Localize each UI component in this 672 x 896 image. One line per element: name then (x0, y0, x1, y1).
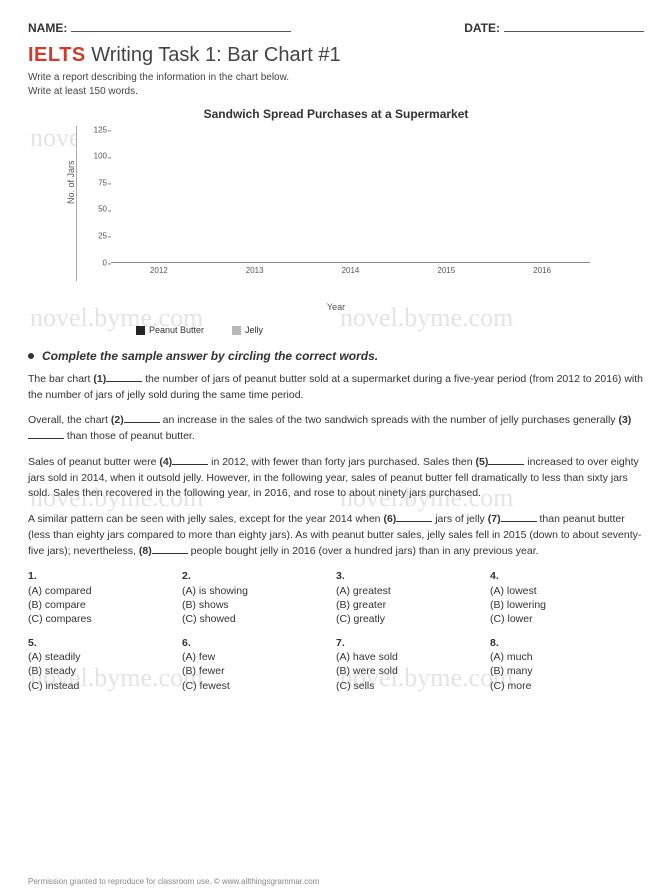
answer-option: (A) much (490, 650, 644, 664)
legend-item-pb: Peanut Butter (136, 324, 204, 336)
answer-number: 4. (490, 570, 499, 582)
bar-chart: Sandwich Spread Purchases at a Supermark… (76, 106, 596, 335)
answer-option: (C) compares (28, 612, 182, 626)
answer-option: (B) compare (28, 598, 182, 612)
y-tick: 75 (77, 178, 107, 189)
answer-option: (B) lowering (490, 598, 644, 612)
answer-column: 3. (A) greatest(B) greater(C) greatly (336, 569, 490, 626)
answer-option: (C) lower (490, 612, 644, 626)
answer-option: (B) shows (182, 598, 336, 612)
x-tick-label: 2016 (512, 266, 572, 277)
y-tick: 125 (77, 125, 107, 136)
worksheet-title: IELTS Writing Task 1: Bar Chart #1 (28, 42, 644, 69)
answer-number: 1. (28, 570, 37, 582)
paragraph-2: Overall, the chart (2) an increase in th… (28, 413, 644, 445)
answer-number: 6. (182, 637, 191, 649)
ielts-brand: IELTS (28, 44, 86, 66)
paragraph-3: Sales of peanut butter were (4) in 2012,… (28, 455, 644, 502)
section-heading: Complete the sample answer by circling t… (28, 348, 644, 364)
name-label: NAME: (28, 20, 291, 36)
x-axis-label: Year (76, 301, 596, 313)
answer-option: (A) compared (28, 584, 182, 598)
x-tick-label: 2014 (320, 266, 380, 277)
answer-option: (B) many (490, 664, 644, 678)
answer-option: (C) fewest (182, 679, 336, 693)
answer-option: (A) steadily (28, 650, 182, 664)
x-tick-label: 2012 (129, 266, 189, 277)
paragraph-4: A similar pattern can be seen with jelly… (28, 512, 644, 559)
answer-number: 3. (336, 570, 345, 582)
answer-option: (C) sells (336, 679, 490, 693)
chart-title: Sandwich Spread Purchases at a Supermark… (76, 106, 596, 122)
y-tick: 0 (77, 258, 107, 269)
answer-option: (A) is showing (182, 584, 336, 598)
answer-option: (A) few (182, 650, 336, 664)
answer-column: 6.(A) few(B) fewer(C) fewest (182, 636, 336, 693)
answer-choices: 1. (A) compared(B) compare(C) compares 2. (… (28, 569, 644, 702)
y-tick: 50 (77, 205, 107, 216)
instruction-line: Write a report describing the informatio… (28, 71, 644, 85)
answer-column: 2. (A) is showing(B) shows(C) showed (182, 569, 336, 626)
answer-option: (C) greatly (336, 612, 490, 626)
answer-option: (B) were sold (336, 664, 490, 678)
answer-column: 4. (A) lowest(B) lowering(C) lower (490, 569, 644, 626)
answer-number: 2. (182, 570, 191, 582)
instruction-line: Write at least 150 words. (28, 85, 644, 99)
chart-legend: Peanut Butter Jelly (136, 324, 596, 336)
answer-column: 8.(A) much(B) many(C) more (490, 636, 644, 693)
answer-option: (B) greater (336, 598, 490, 612)
answer-option: (C) showed (182, 612, 336, 626)
answer-column: 7.(A) have sold(B) were sold(C) sells (336, 636, 490, 693)
answer-option: (C) instead (28, 679, 182, 693)
answer-column: 5.(A) steadily(B) steady(C) instead (28, 636, 182, 693)
y-tick: 25 (77, 231, 107, 242)
answer-option: (C) more (490, 679, 644, 693)
date-label: DATE: (464, 20, 644, 36)
answer-option: (B) steady (28, 664, 182, 678)
x-tick-label: 2013 (225, 266, 285, 277)
instructions: Write a report describing the informatio… (28, 71, 644, 98)
legend-item-jelly: Jelly (232, 324, 263, 336)
title-text: Writing Task 1: Bar Chart #1 (86, 44, 341, 66)
answer-number: 8. (490, 637, 499, 649)
x-tick-label: 2015 (416, 266, 476, 277)
answer-option: (A) lowest (490, 584, 644, 598)
footer-text: Permission granted to reproduce for clas… (28, 877, 319, 888)
paragraph-1: The bar chart (1) the number of jars of … (28, 372, 644, 404)
y-axis-label: No. of Jars (65, 160, 77, 204)
answer-number: 5. (28, 637, 37, 649)
answer-column: 1. (A) compared(B) compare(C) compares (28, 569, 182, 626)
worksheet-header: NAME: DATE: (28, 20, 644, 36)
answer-number: 7. (336, 637, 345, 649)
y-tick: 100 (77, 152, 107, 163)
chart-plot-area: 20122013201420152016 (111, 130, 590, 263)
answer-option: (A) greatest (336, 584, 490, 598)
answer-option: (B) fewer (182, 664, 336, 678)
answer-option: (A) have sold (336, 650, 490, 664)
